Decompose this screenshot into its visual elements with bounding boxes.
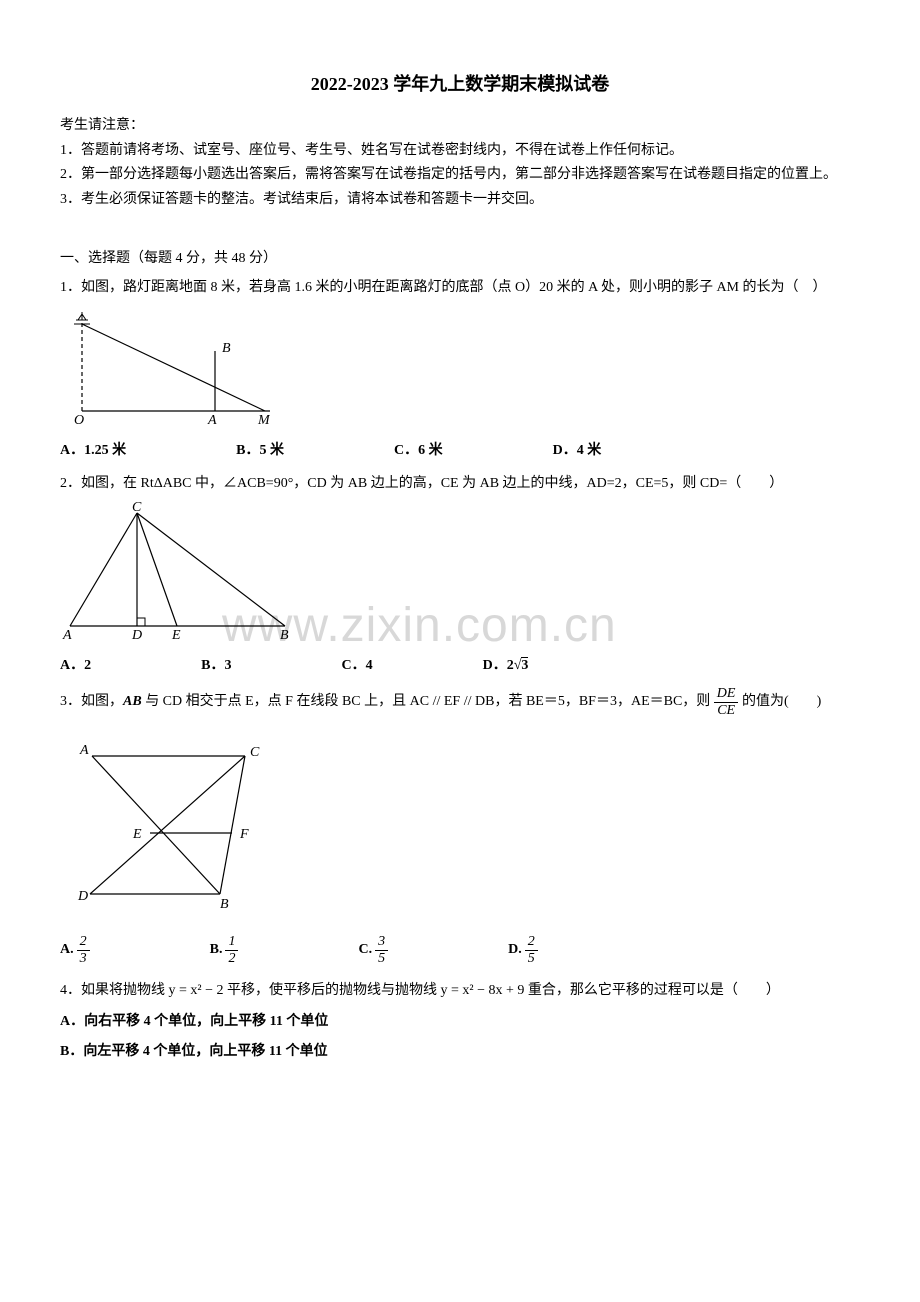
section-1-header: 一、选择题（每题 4 分，共 48 分） xyxy=(60,247,860,267)
q1-opt-d: D．4 米 xyxy=(553,439,602,459)
q2-opt-b: B．3 xyxy=(201,654,231,674)
page-title: 2022-2023 学年九上数学期末模拟试卷 xyxy=(60,70,860,96)
instruction-3: 3．考生必须保证答题卡的整洁。考试结束后，请将本试卷和答题卡一并交回。 xyxy=(60,189,860,211)
instructions-header: 考生请注意： xyxy=(60,114,860,134)
svg-text:D: D xyxy=(77,889,88,904)
q2-options: A．2 B．3 C．4 D．2√3 xyxy=(60,654,860,674)
q1-text: 1．如图，路灯距离地面 8 米，若身高 1.6 米的小明在距离路灯的底部（点 O… xyxy=(60,275,860,302)
svg-text:E: E xyxy=(171,628,181,641)
q1-opt-b: B．5 米 xyxy=(236,439,284,459)
svg-text:B: B xyxy=(222,341,231,356)
q4-text: 4．如果将抛物线 y = x² − 2 平移，使平移后的抛物线与抛物线 y = … xyxy=(60,978,860,1005)
q3-options: A. 23 B. 12 C. 35 D. 25 xyxy=(60,934,860,966)
instruction-2: 2．第一部分选择题每小题选出答案后，需将答案写在试卷指定的括号内，第二部分非选择… xyxy=(60,164,860,186)
q2-opt-d: D．2√3 xyxy=(483,654,529,674)
q2-opt-c: C．4 xyxy=(341,654,372,674)
q4-opt-a: A．向右平移 4 个单位，向上平移 11 个单位 xyxy=(60,1009,860,1036)
q1-opt-c: C．6 米 xyxy=(394,439,443,459)
q2-figure: A D E B C xyxy=(60,501,860,646)
page-content: 2022-2023 学年九上数学期末模拟试卷 考生请注意： 1．答题前请将考场、… xyxy=(60,70,860,1066)
q3-opt-b: B. 12 xyxy=(210,934,239,966)
svg-text:C: C xyxy=(132,501,142,515)
q3-figure: A C D B E F xyxy=(60,736,860,916)
svg-text:M: M xyxy=(257,413,270,426)
q1-opt-a: A．1.25 米 xyxy=(60,439,126,459)
svg-text:O: O xyxy=(74,413,84,426)
q3-opt-a: A. 23 xyxy=(60,934,90,966)
svg-text:A: A xyxy=(207,413,217,426)
instruction-1: 1．答题前请将考场、试室号、座位号、考生号、姓名写在试卷密封线内，不得在试卷上作… xyxy=(60,140,860,162)
q3-opt-d: D. 25 xyxy=(508,934,538,966)
q1-options: A．1.25 米 B．5 米 C．6 米 D．4 米 xyxy=(60,439,860,459)
svg-text:D: D xyxy=(131,628,142,641)
svg-text:E: E xyxy=(132,827,142,842)
q1-figure: O A M B xyxy=(60,306,860,431)
q4-opt-b: B．向左平移 4 个单位，向上平移 11 个单位 xyxy=(60,1039,860,1066)
svg-text:A: A xyxy=(62,628,72,641)
svg-text:B: B xyxy=(220,897,229,911)
svg-text:C: C xyxy=(250,745,260,760)
q3-opt-c: C. 35 xyxy=(358,934,388,966)
svg-text:B: B xyxy=(280,628,289,641)
svg-text:A: A xyxy=(79,743,89,758)
q2-text: 2．如图，在 RtΔABC 中，∠ACB=90°，CD 为 AB 边上的高，CE… xyxy=(60,471,860,498)
q2-opt-a: A．2 xyxy=(60,654,91,674)
q3-text: 3．如图，AB 与 CD 相交于点 E，点 F 在线段 BC 上，且 AC //… xyxy=(60,686,860,718)
svg-text:F: F xyxy=(239,827,249,842)
